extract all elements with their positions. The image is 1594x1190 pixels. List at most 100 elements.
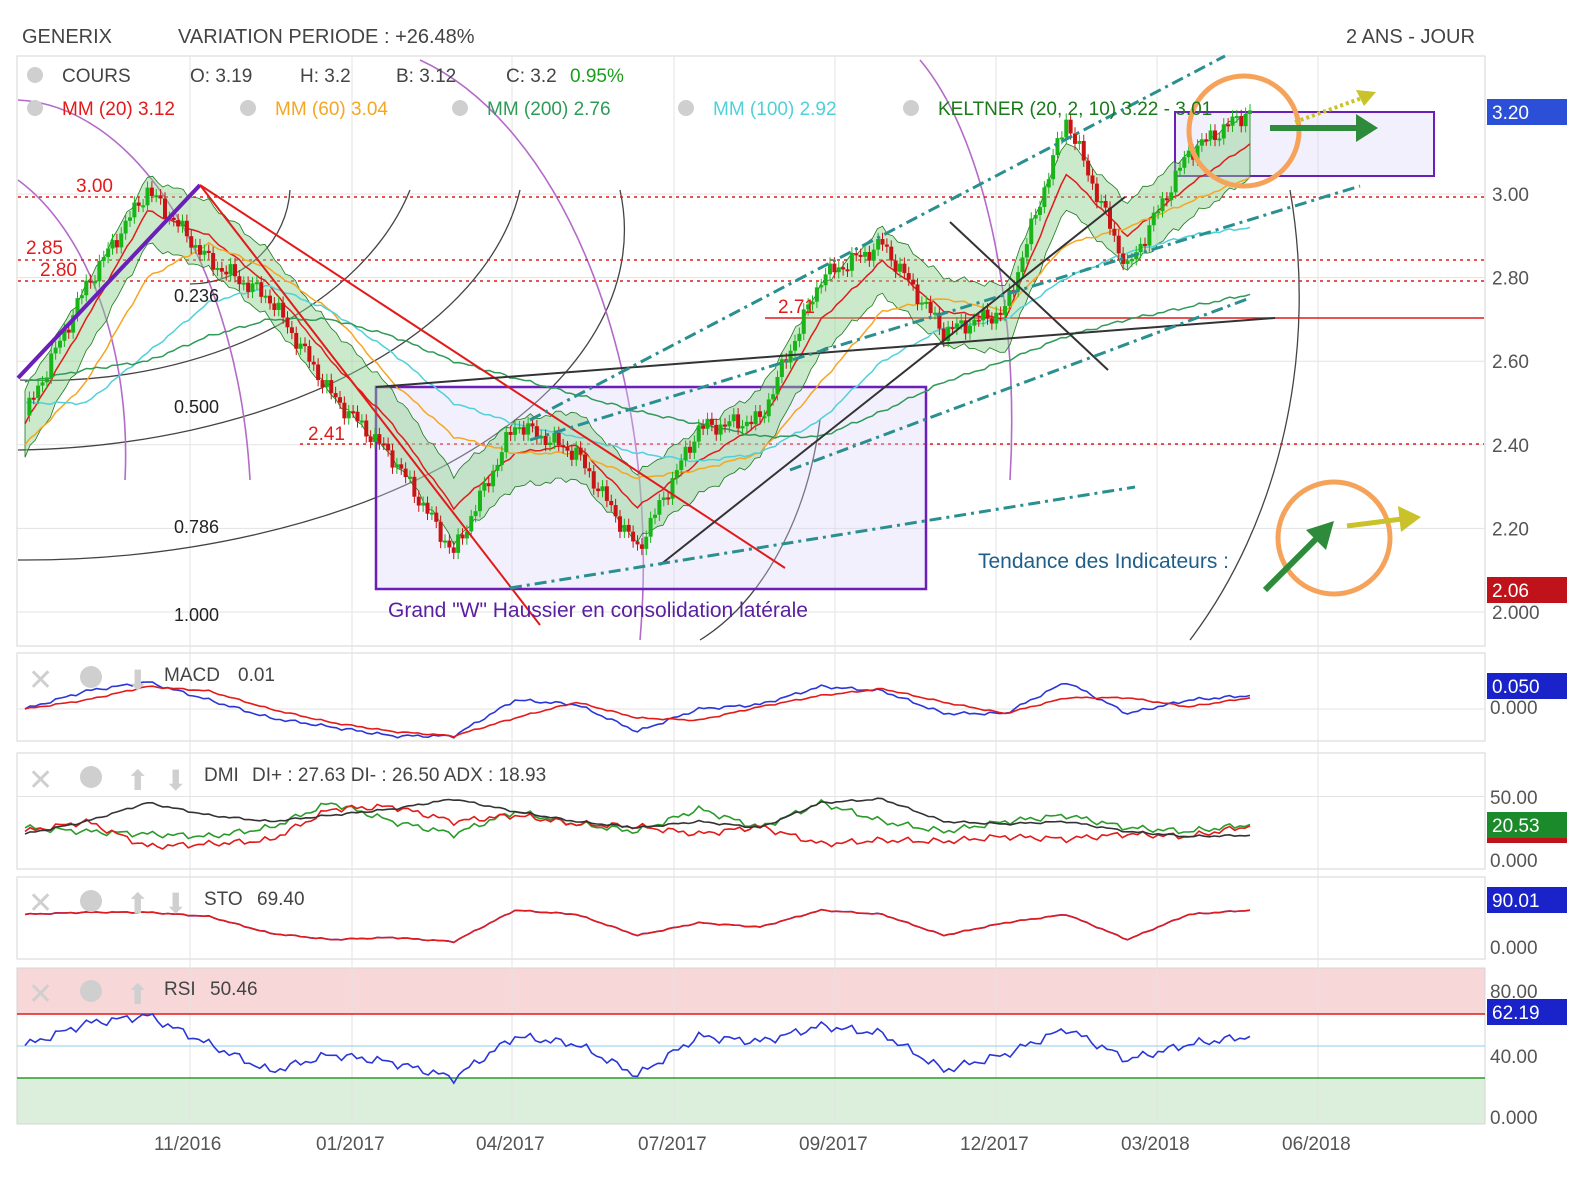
gear-icon[interactable]	[903, 100, 919, 116]
close-icon[interactable]: ✕	[28, 664, 53, 697]
candle	[119, 233, 124, 248]
gear-icon[interactable]	[678, 100, 694, 116]
candle	[429, 512, 434, 515]
channel-low	[509, 485, 1136, 590]
gear-icon[interactable]	[80, 890, 102, 912]
level-label-241: 2.41	[308, 424, 345, 445]
candle	[1199, 139, 1204, 146]
macd-signal-line	[24, 685, 1251, 738]
candle	[679, 460, 684, 471]
time-arc	[17, 179, 127, 481]
candle	[171, 217, 176, 221]
candle	[434, 512, 439, 522]
candle	[469, 516, 474, 532]
candle	[250, 283, 255, 292]
fibonacci-arcs	[17, 189, 1300, 641]
candle	[526, 423, 531, 435]
rsi-oversold-zone	[17, 1078, 1485, 1124]
move-down-icon[interactable]: ⬇	[126, 665, 149, 696]
candle	[1213, 130, 1217, 140]
candle	[972, 319, 977, 326]
neckline	[375, 317, 1276, 388]
close-icon[interactable]: ✕	[28, 764, 53, 797]
candle	[263, 295, 268, 298]
candle	[762, 416, 767, 419]
candle	[583, 454, 587, 469]
candle	[653, 514, 657, 518]
level-label-280: 2.80	[40, 260, 77, 281]
candle	[968, 325, 972, 334]
sto-badge-text: 90.01	[1492, 891, 1540, 912]
candle	[211, 253, 216, 270]
candle	[779, 359, 784, 377]
gear-icon[interactable]	[80, 666, 102, 688]
candle	[714, 424, 719, 435]
fib-label-0236: 0.236	[174, 286, 219, 306]
fib-arc	[17, 189, 626, 561]
moving-averages	[24, 143, 1251, 511]
candle	[954, 323, 959, 329]
candle	[1042, 187, 1047, 208]
candle	[421, 502, 426, 506]
candle	[1182, 157, 1187, 168]
time-axis-labels: 11/2016 01/2017 04/2017 07/2017 09/2017 12/20…	[154, 1134, 1351, 1155]
candle	[631, 531, 636, 542]
candle	[998, 312, 1003, 316]
candle	[1178, 167, 1182, 171]
dmi-badge	[1487, 812, 1567, 838]
close-icon[interactable]: ✕	[28, 887, 53, 920]
candle	[416, 496, 421, 506]
candle	[976, 319, 981, 322]
candle	[723, 424, 727, 427]
close-icon[interactable]: ✕	[28, 978, 53, 1011]
x-tick-label: 12/2017	[960, 1134, 1029, 1155]
gear-icon[interactable]	[80, 766, 102, 788]
gear-icon[interactable]	[27, 67, 43, 83]
gear-icon[interactable]	[452, 100, 468, 116]
ma-line-1	[24, 176, 1251, 480]
candle	[473, 511, 478, 517]
move-down-icon[interactable]: ⬇	[164, 765, 187, 796]
candle	[1129, 259, 1134, 262]
candle	[836, 267, 841, 273]
candle	[93, 281, 97, 284]
gear-icon[interactable]	[240, 100, 256, 116]
candle	[276, 302, 281, 310]
candle	[1055, 138, 1060, 156]
breakout-box	[1174, 111, 1435, 177]
candle	[674, 470, 679, 479]
candle	[574, 447, 579, 460]
channel-bottom	[789, 296, 1251, 472]
candle	[696, 425, 701, 442]
gear-icon[interactable]	[80, 980, 102, 1002]
rsi-badge-text: 62.19	[1492, 1003, 1540, 1024]
period-label[interactable]: 2 ANS - JOUR	[1346, 26, 1475, 48]
price-axis-labels: 3.00 2.80 2.60 2.40 2.20 2.000	[1492, 185, 1540, 624]
candle	[924, 301, 929, 304]
candle	[963, 320, 968, 334]
candle	[556, 432, 561, 446]
move-up-icon[interactable]: ⬆	[126, 765, 149, 796]
candle	[701, 425, 706, 429]
candle	[158, 195, 163, 199]
move-up-icon[interactable]: ⬆	[126, 888, 149, 919]
dmi-axis-label-bottom: 0.000	[1490, 851, 1538, 872]
level-label-285: 2.85	[26, 238, 63, 259]
candle	[1230, 116, 1235, 126]
gear-icon[interactable]	[27, 100, 43, 116]
candle	[403, 468, 408, 478]
macd-lines	[17, 681, 1485, 739]
candle	[561, 445, 566, 448]
move-down-icon[interactable]: ⬇	[164, 888, 187, 919]
candle	[534, 426, 539, 439]
candle	[1151, 212, 1156, 226]
low-price-badge-text: 2.06	[1492, 581, 1529, 602]
move-up-icon[interactable]: ⬆	[126, 979, 149, 1010]
candle	[849, 253, 854, 271]
fib-label-0500: 0.500	[174, 397, 219, 417]
candle	[1217, 138, 1222, 141]
candle	[71, 315, 76, 333]
candle	[31, 397, 36, 400]
candle	[206, 250, 211, 254]
candle	[228, 264, 233, 275]
